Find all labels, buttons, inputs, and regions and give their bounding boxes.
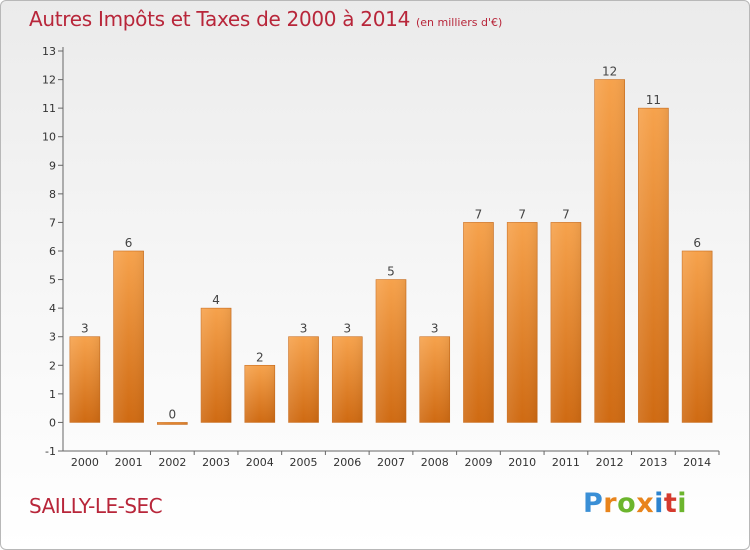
y-tick-label: 0 [49, 416, 56, 429]
data-label: 4 [212, 293, 220, 307]
x-tick-label: 2005 [290, 456, 318, 469]
logo-letter: o [617, 488, 637, 519]
bar-shade [69, 336, 100, 423]
x-tick-label: 2001 [115, 456, 143, 469]
x-tick-label: 2014 [683, 456, 711, 469]
chart-title-text: Autres Impôts et Taxes de 2000 à 2014 [29, 7, 410, 31]
y-tick-label: 3 [49, 331, 56, 344]
data-label: 3 [343, 322, 351, 336]
x-tick-label: 2013 [639, 456, 667, 469]
chart-unit: (en milliers d'€) [416, 16, 503, 29]
y-tick-label: 13 [42, 45, 56, 58]
y-tick-label: 9 [49, 159, 56, 172]
bar-shade [594, 79, 625, 423]
bar-shade [463, 222, 494, 423]
bar-shade [507, 222, 538, 423]
y-tick-label: 10 [42, 131, 56, 144]
plot-area: -101234567891011121320003200162002020034… [42, 45, 720, 469]
data-label: 11 [646, 93, 661, 107]
bar-shade [244, 365, 275, 423]
x-tick-label: 2006 [333, 456, 361, 469]
bar-shade [113, 251, 144, 423]
bar-shade [288, 336, 319, 423]
data-label: 0 [169, 407, 177, 421]
chart-title: Autres Impôts et Taxes de 2000 à 2014 (en… [29, 7, 502, 31]
data-label: 5 [387, 265, 395, 279]
x-tick-label: 2000 [71, 456, 99, 469]
y-tick-label: 2 [49, 359, 56, 372]
data-label: 6 [125, 236, 133, 250]
data-label: 3 [300, 322, 308, 336]
y-tick-label: 8 [49, 188, 56, 201]
y-tick-label: -1 [45, 445, 56, 458]
x-tick-label: 2011 [552, 456, 580, 469]
bar-shade [550, 222, 581, 423]
x-tick-label: 2004 [246, 456, 274, 469]
logo-letter: t [663, 488, 678, 519]
x-tick-label: 2007 [377, 456, 405, 469]
y-tick-label: 5 [49, 274, 56, 287]
x-tick-label: 2003 [202, 456, 230, 469]
logo-letter: i [654, 488, 664, 519]
bar-shade [682, 251, 713, 423]
logo-letter: r [603, 488, 618, 519]
y-tick-label: 4 [49, 302, 56, 315]
data-label: 12 [602, 65, 617, 79]
x-tick-label: 2002 [158, 456, 186, 469]
bar-shade [332, 336, 363, 423]
data-label: 7 [475, 207, 483, 221]
x-tick-label: 2008 [421, 456, 449, 469]
commune-name: SAILLY-LE-SEC [29, 494, 163, 518]
y-tick-label: 6 [49, 245, 56, 258]
y-tick-label: 11 [42, 102, 56, 115]
bar-shade [157, 422, 188, 425]
x-tick-label: 2012 [596, 456, 624, 469]
y-tick-label: 7 [49, 216, 56, 229]
data-label: 7 [562, 207, 570, 221]
logo-letter: P [583, 488, 604, 519]
proxiti-logo[interactable]: Proxiti [583, 488, 687, 519]
data-label: 7 [518, 207, 526, 221]
x-tick-label: 2010 [508, 456, 536, 469]
data-label: 6 [693, 236, 701, 250]
logo-letter: i [677, 488, 688, 519]
bar-shade [376, 279, 406, 423]
x-tick-label: 2009 [464, 456, 492, 469]
bar-shade [201, 308, 232, 423]
y-tick-label: 1 [49, 388, 56, 401]
logo-letter: x [636, 488, 655, 519]
bar-shade [419, 336, 450, 423]
bar-shade [638, 108, 669, 423]
data-label: 3 [81, 322, 89, 336]
y-tick-label: 12 [42, 74, 56, 87]
data-label: 3 [431, 322, 439, 336]
data-label: 2 [256, 350, 264, 364]
